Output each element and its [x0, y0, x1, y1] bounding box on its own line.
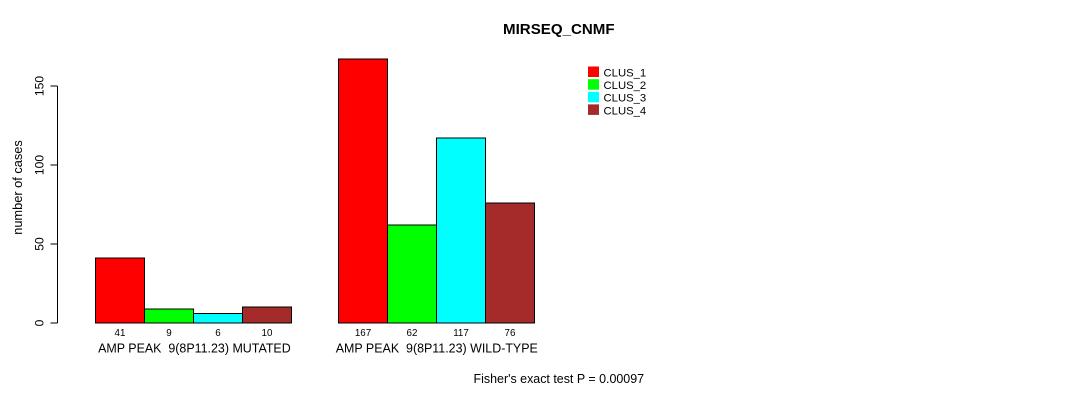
svg-text:167: 167	[355, 328, 371, 339]
svg-text:41: 41	[115, 328, 126, 339]
svg-text:CLUS_4: CLUS_4	[604, 105, 647, 117]
svg-text:CLUS_1: CLUS_1	[604, 68, 647, 80]
svg-text:AMP PEAK 9(8P11.23) MUTATED: AMP PEAK 9(8P11.23) MUTATED	[98, 342, 291, 356]
svg-text:9: 9	[166, 328, 171, 339]
svg-text:number of cases: number of cases	[10, 140, 25, 235]
svg-text:150: 150	[32, 76, 46, 96]
svg-text:76: 76	[505, 328, 516, 339]
svg-text:50: 50	[32, 237, 46, 251]
svg-text:CLUS_2: CLUS_2	[604, 80, 647, 92]
svg-text:100: 100	[32, 155, 46, 175]
svg-text:10: 10	[262, 328, 273, 339]
svg-text:117: 117	[453, 328, 469, 339]
svg-text:CLUS_3: CLUS_3	[604, 93, 647, 105]
svg-text:AMP PEAK 9(8P11.23) WILD-TYPE: AMP PEAK 9(8P11.23) WILD-TYPE	[336, 342, 538, 356]
svg-text:62: 62	[407, 328, 418, 339]
svg-text:MIRSEQ_CNMF: MIRSEQ_CNMF	[503, 21, 615, 38]
svg-text:0: 0	[32, 319, 46, 326]
svg-text:6: 6	[215, 328, 221, 339]
svg-text:Fisher's exact test P = 0.0009: Fisher's exact test P = 0.00097	[474, 372, 645, 386]
